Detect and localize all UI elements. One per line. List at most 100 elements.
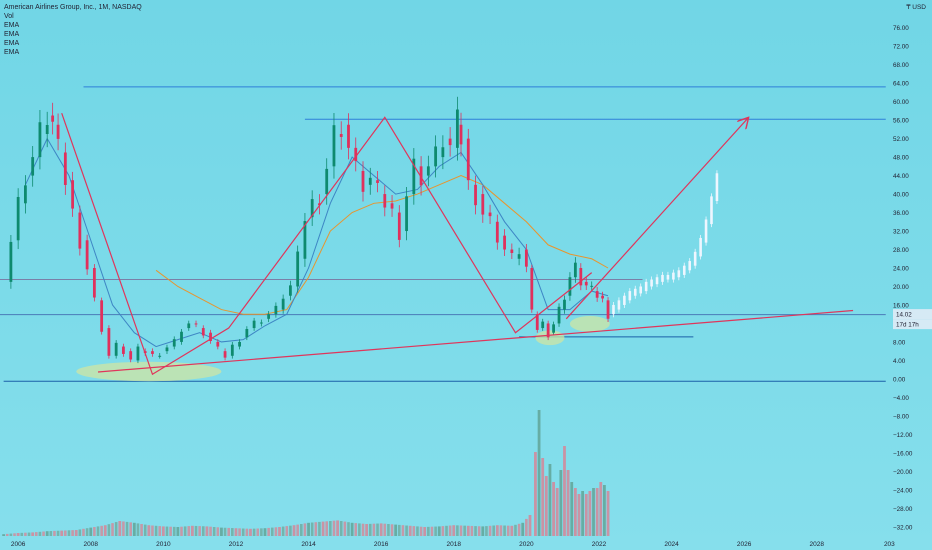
volume-bar [419, 526, 423, 536]
candle-body [434, 146, 438, 167]
volume-bar [463, 525, 466, 536]
projection-bar [617, 300, 621, 310]
highlight-ellipse [535, 330, 565, 346]
price-tick-label: 20.00 [893, 284, 909, 291]
candle-body [318, 203, 321, 206]
volume-bar [256, 528, 260, 536]
candle-body [535, 314, 539, 330]
candle-body [606, 300, 610, 319]
volume-bar [466, 525, 470, 536]
candle-body [546, 323, 550, 338]
volume-bar [194, 525, 198, 536]
candle-body [441, 147, 445, 158]
indicator-ema-4[interactable]: EMA [4, 49, 20, 56]
volume-bar [456, 525, 459, 536]
volume-bar [176, 527, 180, 536]
candle-body [419, 166, 423, 186]
volume-bar [45, 531, 49, 536]
volume-bar [394, 524, 398, 536]
candle-body [303, 221, 307, 259]
volume-bar [42, 531, 45, 536]
volume-bar [570, 482, 574, 536]
price-tick-label: 24.00 [893, 266, 909, 273]
volume-bar [140, 524, 143, 536]
volume-bar [60, 530, 64, 536]
candle-body [563, 299, 566, 310]
volume-bar [216, 527, 220, 536]
candle-body [310, 199, 314, 218]
candle-body [557, 306, 561, 324]
candle-body [165, 347, 169, 352]
candle-body [474, 184, 477, 206]
volume-bar [223, 527, 227, 536]
year-tick-label: 2020 [519, 541, 534, 548]
volume-bar [525, 518, 528, 536]
candle-body [579, 268, 583, 286]
volume-bar [252, 528, 256, 536]
projection-bar [693, 251, 697, 266]
volume-bar [339, 521, 343, 536]
volume-bar [573, 488, 577, 536]
volume-bar [24, 532, 27, 536]
indicator-ema-1[interactable]: EMA [4, 22, 20, 29]
year-tick-label: 2024 [664, 541, 679, 548]
currency-label[interactable]: ₸ USD [906, 3, 926, 11]
highlight-ellipse [76, 361, 222, 382]
volume-bar [405, 525, 408, 536]
candle-body [383, 194, 387, 208]
volume-bar [201, 526, 205, 536]
projection-bar [672, 272, 675, 280]
volume-bar [64, 530, 67, 536]
projection-bar [612, 304, 615, 315]
volume-bar [566, 470, 570, 536]
candle-body [71, 180, 75, 209]
indicator-vol[interactable]: Vol [4, 13, 14, 20]
projection-bar [650, 279, 653, 287]
year-tick-label: 2006 [11, 541, 26, 548]
projection-bar [666, 274, 670, 280]
volume-bar [495, 525, 499, 536]
chart-legend: American Airlines Group, Inc., 1M, NASDA… [4, 3, 142, 57]
volume-bar [220, 527, 223, 536]
candle-body [466, 138, 470, 181]
candle-body [172, 339, 176, 347]
volume-bar [143, 524, 147, 536]
projection-bar [682, 265, 686, 275]
volume-bar [528, 515, 532, 536]
ema-slow-line [155, 175, 609, 315]
candle-body [503, 235, 506, 250]
volume-bar [122, 521, 125, 536]
ema-fast-line [24, 137, 609, 348]
volume-bar [350, 522, 354, 536]
volume-bar [74, 530, 78, 536]
projection-bar [715, 173, 719, 201]
volume-bar [541, 458, 545, 536]
volume-bar [379, 523, 383, 536]
price-tick-label: 72.00 [893, 44, 909, 51]
volume-bar [49, 531, 53, 536]
candle-body [584, 281, 588, 286]
volume-bar [581, 491, 585, 536]
volume-bar [38, 531, 42, 536]
volume-bar [299, 524, 303, 536]
projection-bar [710, 196, 713, 225]
candle-body [45, 124, 49, 134]
volume-bar [278, 527, 281, 536]
volume-bar [401, 525, 405, 536]
projection-bar [623, 295, 626, 305]
candle-body [390, 203, 394, 209]
volume-bar [169, 526, 172, 536]
volume-bar [544, 476, 548, 536]
price-tick-label: 28.00 [893, 247, 909, 254]
price-tick-label: −16.00 [893, 450, 913, 457]
candle-body [24, 185, 27, 204]
volume-bar [398, 524, 401, 536]
candle-body [405, 196, 408, 232]
candle-body [201, 328, 205, 336]
candle-body [368, 177, 372, 185]
indicator-ema-2[interactable]: EMA [4, 31, 20, 38]
volume-bar [577, 494, 581, 536]
candle-body [488, 212, 492, 217]
indicator-ema-3[interactable]: EMA [4, 40, 20, 47]
